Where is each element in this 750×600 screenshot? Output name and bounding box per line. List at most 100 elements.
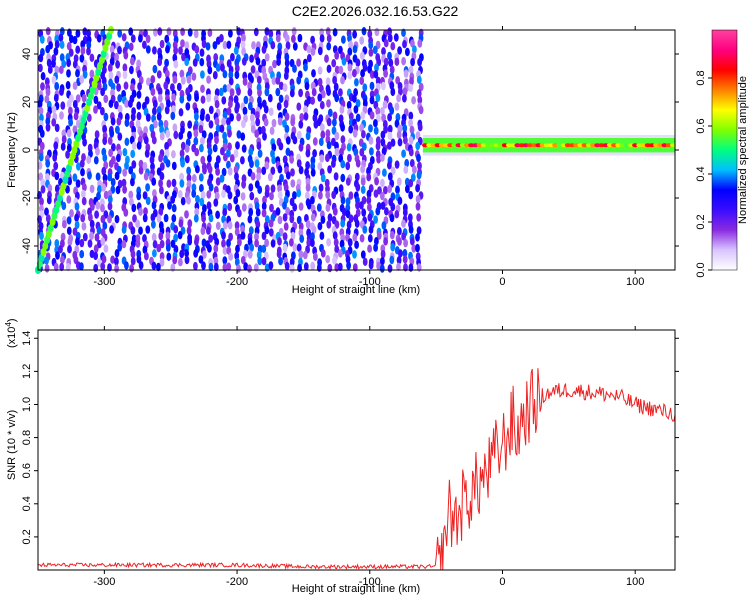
- spectrogram-cell: [80, 40, 86, 49]
- spectrogram-cell: [130, 226, 136, 235]
- spectrogram-streak-cell: [40, 248, 47, 256]
- carrier-band-cell: [539, 143, 546, 148]
- spectrogram-cell: [271, 155, 277, 165]
- spectrogram-cell: [200, 70, 205, 79]
- spectrogram-cell: [110, 178, 116, 187]
- spectrogram-cell: [138, 166, 144, 175]
- spectrogram-cell: [222, 256, 228, 265]
- spectrogram-cell: [214, 237, 220, 247]
- spectrogram-cell: [171, 150, 176, 159]
- spectrogram-cell: [221, 189, 226, 198]
- carrier-band-cell: [426, 143, 433, 148]
- snr-y-ticks: 0.2 0.4 0.6 0.8 1.0 1.2 1.4: [21, 331, 679, 545]
- spectrogram-cell: [389, 106, 395, 115]
- spectrogram-cell: [332, 28, 338, 37]
- spectrogram-cell: [403, 69, 409, 78]
- spectrogram-cell: [326, 64, 332, 74]
- spectrogram-cell: [186, 75, 192, 84]
- spectrogram-cell: [100, 87, 105, 97]
- spectrogram-streak-cell: [86, 98, 93, 106]
- spectrogram-cell: [65, 263, 71, 272]
- spectrogram-cell: [170, 111, 176, 121]
- colorbar-tick-label: 0.4: [695, 166, 707, 181]
- spectrogram-cell: [311, 225, 317, 234]
- spectrogram-cell: [136, 101, 142, 110]
- spectrogram-cell: [368, 225, 374, 234]
- spectrogram-cell: [325, 255, 331, 264]
- spectrogram-cell: [124, 261, 129, 270]
- spectrogram-cell: [89, 69, 95, 79]
- carrier-band-cell: [636, 143, 643, 148]
- spectrogram-cell: [326, 99, 331, 108]
- spectrogram-cell: [58, 65, 64, 75]
- spectrogram-cell: [81, 94, 87, 103]
- spectrogram-cell: [359, 76, 365, 86]
- spectrogram-cell: [102, 124, 107, 134]
- spectrogram-cell: [416, 75, 422, 85]
- spectrogram-cell: [170, 263, 176, 272]
- spectrogram-cell: [220, 147, 225, 156]
- spectrogram-cell: [285, 171, 291, 180]
- spectrogram-cell: [206, 226, 211, 235]
- spectrogram-cell: [128, 42, 134, 51]
- spectrogram-cell: [290, 168, 295, 177]
- spectrogram-cell: [317, 93, 323, 102]
- spectrogram-cell: [340, 123, 345, 132]
- spectrogram-cell: [114, 264, 119, 273]
- spectrogram-cell: [152, 240, 158, 249]
- spectrogram-cell: [200, 190, 206, 200]
- spectrogram-cell: [359, 201, 364, 210]
- spectrogram-cell: [268, 261, 274, 270]
- spectrogram-cell: [87, 239, 93, 248]
- spectrogram-cell: [201, 214, 207, 223]
- spectrogram-x-ticks: -300 -200 -100 0 100: [93, 26, 644, 288]
- spectrogram-cell: [179, 69, 185, 79]
- spectrogram-cell: [226, 262, 232, 271]
- spectrogram-cell: [296, 76, 302, 85]
- spectrogram-cell: [135, 119, 141, 129]
- spectrogram-cell: [241, 57, 247, 66]
- spectrogram-cell: [145, 196, 151, 206]
- spectrogram-cell: [296, 102, 302, 111]
- spectrogram-cell: [44, 256, 49, 265]
- spectrogram-cell: [275, 207, 281, 216]
- spectrogram-cell: [401, 219, 406, 228]
- spectrogram-cell: [327, 263, 333, 273]
- spectrogram-streak-cell: [69, 152, 76, 160]
- spectrogram-cell: [80, 168, 85, 177]
- spectrogram-cell: [390, 243, 396, 252]
- spectrogram-cell: [331, 190, 337, 200]
- spectrogram-cell: [214, 135, 219, 145]
- spectrogram-cell: [312, 149, 317, 158]
- spectrogram-cell: [397, 196, 403, 205]
- spectrogram-cell: [153, 28, 158, 37]
- spectrogram-cell: [240, 132, 246, 141]
- spectrogram-cell: [67, 28, 72, 37]
- spectrogram-cell: [107, 214, 112, 224]
- spectrogram-cell: [156, 244, 162, 253]
- spectrogram-cell: [282, 83, 288, 92]
- spectrogram-cell: [44, 77, 50, 86]
- spectrogram-cell: [270, 41, 276, 50]
- spectrogram-cell: [289, 238, 294, 247]
- spectrogram-cell: [158, 179, 164, 188]
- spectrogram-cell: [61, 201, 67, 211]
- spectrogram-cell: [124, 118, 130, 128]
- spectrogram-cell: [318, 183, 324, 192]
- spectrogram-cell: [264, 53, 270, 62]
- spectrogram-cell: [79, 75, 85, 84]
- colorbar-ticks: 0.0 0.2 0.4 0.6 0.8: [695, 70, 712, 278]
- spectrogram-cell: [72, 227, 78, 236]
- spectrogram-cell: [156, 214, 162, 223]
- spectrogram-cell: [54, 123, 60, 133]
- spectrogram-cell: [338, 45, 343, 55]
- spectrogram-cell: [396, 256, 402, 265]
- spectrogram-cell: [93, 95, 99, 105]
- spectrogram-cell: [213, 53, 219, 62]
- spectrogram-cell: [346, 261, 351, 270]
- spectrogram-cell: [234, 64, 240, 73]
- spectrogram-cell: [360, 177, 366, 186]
- spectrogram-cell: [152, 249, 157, 258]
- spectrogram-cell: [240, 225, 246, 234]
